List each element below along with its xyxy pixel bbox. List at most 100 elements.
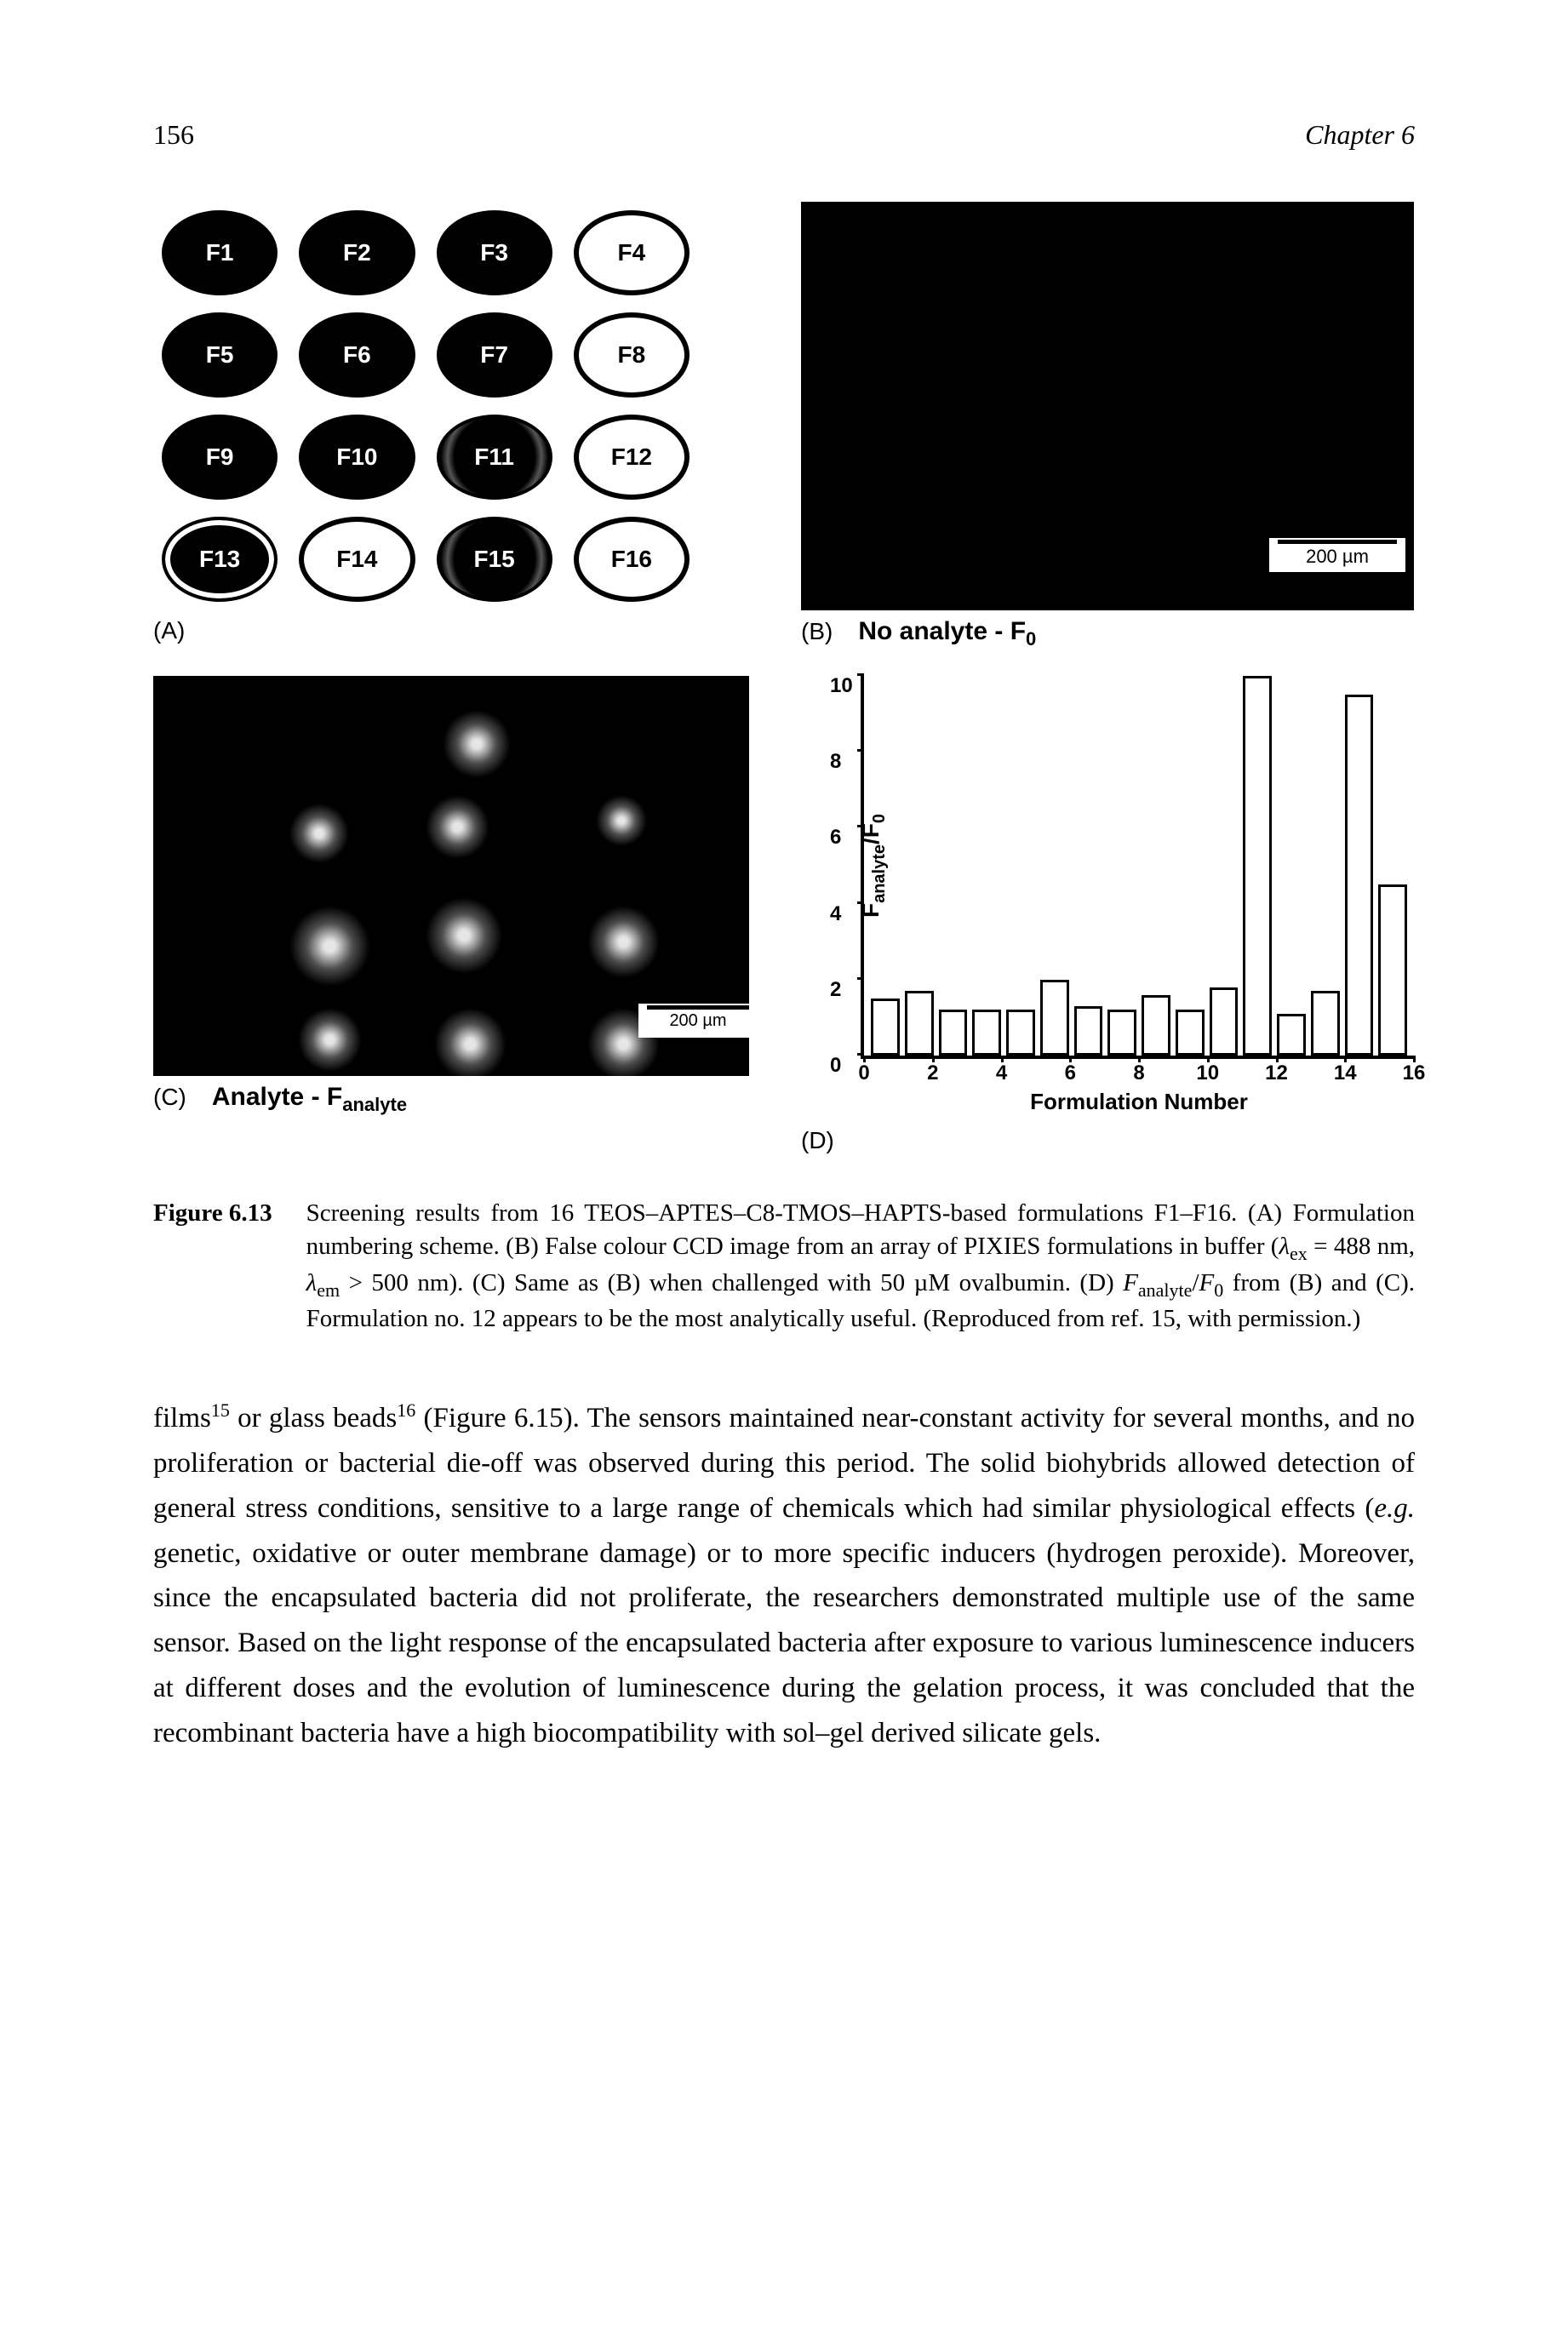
bar	[972, 1010, 1001, 1056]
caption-F0: F	[1199, 1269, 1215, 1296]
xtick-label: 10	[1196, 1062, 1219, 1085]
panel-D-xlabel: Formulation Number	[1030, 1089, 1248, 1115]
panel-C-letter: (C)	[153, 1084, 186, 1111]
caption-Fa: F	[1123, 1269, 1138, 1296]
formulation-circle: F2	[299, 210, 415, 295]
formulation-circle: F13	[162, 517, 278, 602]
bar	[1040, 980, 1069, 1056]
panel-B-caption-main: No analyte - F	[858, 617, 1026, 645]
panel-D-label-row: (D)	[801, 1127, 1415, 1154]
caption-Fa-sub: analyte	[1138, 1279, 1193, 1300]
bar	[1311, 991, 1340, 1056]
xtick-label: 0	[858, 1062, 869, 1085]
xtick-mark	[1344, 1056, 1347, 1062]
panel-B-wrapper: 200 µm (B) No analyte - F0	[801, 202, 1415, 650]
bar	[1142, 995, 1170, 1056]
panel-B-caption-sub: 0	[1026, 628, 1036, 650]
panel-B-letter: (B)	[801, 618, 833, 645]
panel-A-wrapper: F1F2F3F4F5F6F7F8F9F10F11F12F13F14F15F16 …	[153, 202, 767, 650]
bar	[1006, 1010, 1035, 1056]
formulation-circle: F10	[299, 415, 415, 500]
xtick-label: 16	[1403, 1062, 1426, 1085]
figure-grid: F1F2F3F4F5F6F7F8F9F10F11F12F13F14F15F16 …	[153, 202, 1415, 1154]
formulation-circle: F3	[437, 210, 552, 295]
fluorescence-spot	[443, 710, 511, 778]
body-tail: genetic, oxidative or outer membrane dam…	[153, 1538, 1415, 1748]
xtick-label: 2	[927, 1062, 938, 1085]
bar	[1378, 884, 1407, 1056]
ytick-mark	[857, 825, 864, 827]
panel-C-image: 200 µm	[153, 676, 749, 1076]
bar	[1345, 695, 1374, 1056]
caption-eq2: > 500 nm). (C) Same as (B) when challeng…	[340, 1269, 1123, 1296]
xtick-mark	[932, 1056, 935, 1062]
bars-container	[864, 676, 1414, 1056]
page-number: 156	[153, 119, 194, 151]
caption-lambda-ex: λ	[1279, 1233, 1290, 1260]
fluorescence-spot	[426, 795, 489, 859]
panel-D-chart: Fanalyte/F0 Formulation Number 024681002…	[801, 676, 1414, 1093]
caption-F0-sub: 0	[1214, 1279, 1223, 1300]
fluorescence-spot	[587, 1008, 660, 1080]
fluorescence-spot	[289, 804, 349, 863]
bar	[1176, 1010, 1205, 1056]
bar	[871, 999, 900, 1056]
panel-C-label-row: (C) Analyte - Fanalyte	[153, 1083, 767, 1116]
panel-C-caption-sub: analyte	[342, 1094, 407, 1115]
bar	[905, 991, 934, 1056]
bar	[1210, 987, 1239, 1056]
ytick-mark	[857, 673, 864, 676]
panel-B-label-row: (B) No analyte - F0	[801, 617, 1415, 650]
panel-B-scalebar-text: 200 µm	[1306, 546, 1369, 568]
panel-A-letter: (A)	[153, 617, 185, 644]
ytick-mark	[857, 749, 864, 752]
body-paragraph: films15 or glass beads16 (Figure 6.15). …	[153, 1395, 1415, 1755]
panel-C-scalebar-text: 200 µm	[669, 1011, 726, 1031]
caption-slash: /	[1192, 1269, 1199, 1296]
xtick-mark	[1413, 1056, 1416, 1062]
formulation-circle: F15	[437, 517, 552, 602]
formulation-circle: F16	[574, 517, 690, 602]
xtick-mark	[1001, 1056, 1004, 1062]
xtick-label: 6	[1065, 1062, 1076, 1085]
chart-area: Fanalyte/F0 Formulation Number 024681002…	[861, 676, 1414, 1059]
caption-em-sub: em	[317, 1279, 340, 1300]
panel-A-label-row: (A)	[153, 617, 767, 644]
bar	[1107, 1010, 1136, 1056]
panel-B-image: 200 µm	[801, 202, 1414, 610]
bar	[1277, 1014, 1306, 1056]
caption-eq1: = 488 nm,	[1308, 1233, 1415, 1260]
ytick-label: 6	[830, 826, 841, 850]
xtick-label: 4	[996, 1062, 1007, 1085]
caption-lambda-em: λ	[306, 1269, 318, 1296]
bar	[939, 1010, 968, 1056]
formulation-circle: F4	[574, 210, 690, 295]
ytick-label: 10	[830, 674, 853, 698]
scalebar-line	[1278, 540, 1397, 544]
body-sup2: 16	[397, 1399, 415, 1421]
body-mid1: or glass beads	[230, 1403, 397, 1434]
xtick-mark	[863, 1056, 866, 1062]
figure-caption-text: Screening results from 16 TEOS–APTES–C8-…	[306, 1197, 1415, 1336]
fluorescence-spot	[426, 897, 502, 974]
xtick-mark	[1069, 1056, 1072, 1062]
xtick-mark	[1138, 1056, 1141, 1062]
figure-number: Figure 6.13	[153, 1197, 272, 1336]
body-sup1: 15	[211, 1399, 230, 1421]
xtick-label: 12	[1265, 1062, 1288, 1085]
caption-ex-sub: ex	[1290, 1243, 1308, 1264]
fluorescence-spot	[587, 906, 660, 978]
figure-caption: Figure 6.13 Screening results from 16 TE…	[153, 1197, 1415, 1336]
panel-B-scalebar: 200 µm	[1269, 538, 1405, 572]
xtick-mark	[1207, 1056, 1210, 1062]
formulation-circle: F11	[437, 415, 552, 500]
fluorescence-spot	[434, 1008, 506, 1080]
formulation-circle: F1	[162, 210, 278, 295]
fluorescence-spot	[298, 1008, 362, 1072]
fluorescence-spot	[596, 795, 647, 846]
bar	[1074, 1006, 1103, 1056]
formulation-circle: F12	[574, 415, 690, 500]
panel-B-caption: No analyte - F0	[858, 617, 1036, 650]
caption-p1: Screening results from 16 TEOS–APTES–C8-…	[306, 1199, 1415, 1260]
panel-C-wrapper: 200 µm (C) Analyte - Fanalyte	[153, 676, 767, 1154]
